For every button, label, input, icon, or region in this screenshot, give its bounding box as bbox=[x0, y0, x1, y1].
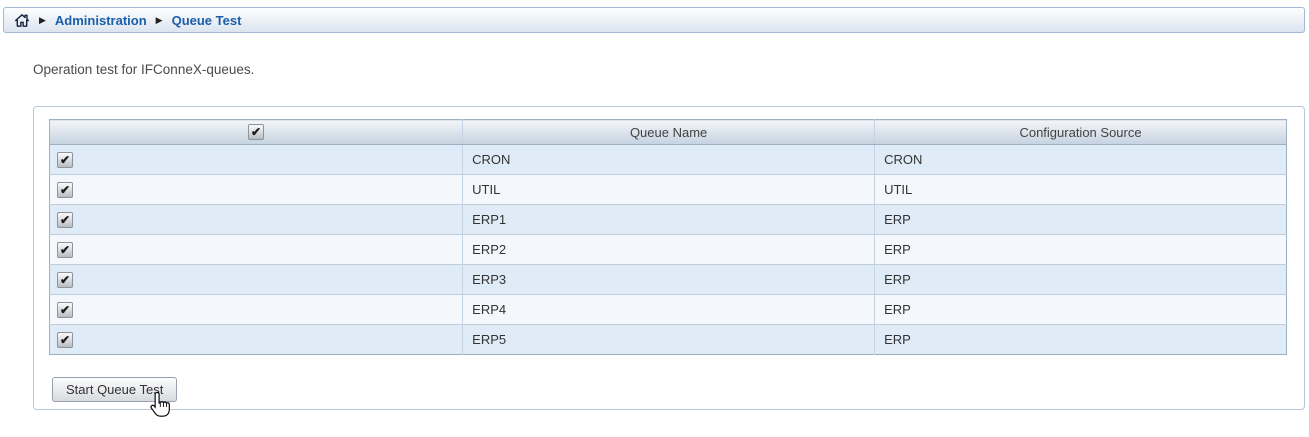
column-header-configuration-source: Configuration Source bbox=[874, 119, 1287, 145]
checkmark-icon: ✔ bbox=[59, 152, 71, 167]
queue-name-cell: ERP1 bbox=[462, 204, 875, 235]
breadcrumb-administration[interactable]: Administration bbox=[54, 12, 147, 28]
table-row: ✔ ERP2 ERP bbox=[49, 234, 1287, 265]
row-checkbox[interactable]: ✔ bbox=[57, 181, 73, 198]
queue-name-cell: ERP5 bbox=[462, 324, 875, 355]
select-all-checkbox[interactable]: ✔ bbox=[248, 124, 265, 141]
breadcrumb: ▶ Administration ▶ Queue Test bbox=[3, 7, 1305, 33]
table-row: ✔ ERP3 ERP bbox=[49, 264, 1287, 295]
queue-name-cell: UTIL bbox=[462, 174, 875, 205]
queue-table: ✔ Queue Name Configuration Source ✔ CRON… bbox=[49, 119, 1287, 355]
column-header-queue-name: Queue Name bbox=[462, 119, 875, 145]
table-row: ✔ ERP5 ERP bbox=[49, 324, 1287, 355]
queue-test-panel: ✔ Queue Name Configuration Source ✔ CRON… bbox=[33, 106, 1305, 410]
row-checkbox[interactable]: ✔ bbox=[57, 301, 73, 318]
checkmark-icon: ✔ bbox=[59, 332, 71, 347]
row-checkbox[interactable]: ✔ bbox=[57, 331, 73, 348]
checkmark-icon: ✔ bbox=[251, 125, 262, 140]
table-row: ✔ UTIL UTIL bbox=[49, 174, 1287, 205]
configuration-source-cell: ERP bbox=[874, 234, 1287, 265]
configuration-source-cell: ERP bbox=[874, 204, 1287, 235]
configuration-source-cell: ERP bbox=[874, 324, 1287, 355]
chevron-right-icon: ▶ bbox=[155, 14, 163, 25]
breadcrumb-queue-test[interactable]: Queue Test bbox=[171, 12, 242, 28]
checkmark-icon: ✔ bbox=[59, 242, 71, 257]
queue-name-cell: ERP2 bbox=[462, 234, 875, 265]
checkmark-icon: ✔ bbox=[59, 302, 71, 317]
chevron-right-icon: ▶ bbox=[39, 14, 46, 25]
checkmark-icon: ✔ bbox=[59, 182, 71, 197]
queue-name-cell: CRON bbox=[462, 144, 875, 175]
queue-table-body: ✔ CRON CRON ✔ UTIL UTIL ✔ ERP1 ERP ✔ ERP… bbox=[49, 144, 1287, 355]
checkmark-icon: ✔ bbox=[59, 212, 71, 227]
table-row: ✔ ERP4 ERP bbox=[49, 294, 1287, 325]
row-checkbox[interactable]: ✔ bbox=[57, 151, 73, 168]
table-row: ✔ ERP1 ERP bbox=[49, 204, 1287, 235]
row-checkbox[interactable]: ✔ bbox=[57, 271, 73, 288]
configuration-source-cell: CRON bbox=[874, 144, 1287, 175]
configuration-source-cell: ERP bbox=[874, 264, 1287, 295]
table-header-row: ✔ Queue Name Configuration Source bbox=[49, 119, 1287, 145]
table-row: ✔ CRON CRON bbox=[49, 144, 1287, 175]
page-description: Operation test for IFConneX-queues. bbox=[33, 62, 255, 77]
queue-name-cell: ERP3 bbox=[462, 264, 875, 295]
queue-name-cell: ERP4 bbox=[462, 294, 875, 325]
home-icon[interactable] bbox=[14, 13, 30, 28]
configuration-source-cell: UTIL bbox=[874, 174, 1287, 205]
checkmark-icon: ✔ bbox=[59, 272, 71, 287]
configuration-source-cell: ERP bbox=[874, 294, 1287, 325]
row-checkbox[interactable]: ✔ bbox=[57, 211, 73, 228]
row-checkbox[interactable]: ✔ bbox=[57, 241, 73, 258]
start-queue-test-button[interactable]: Start Queue Test bbox=[52, 377, 178, 402]
column-header-select: ✔ bbox=[49, 119, 463, 145]
